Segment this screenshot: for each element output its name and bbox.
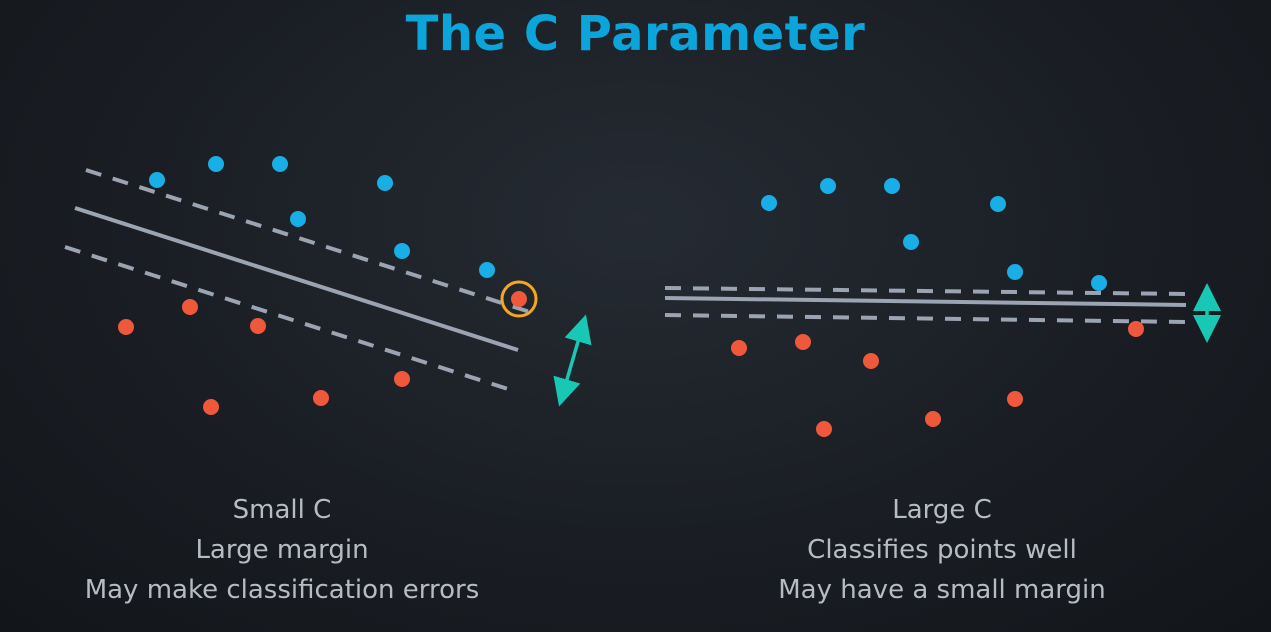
data-point [1007, 264, 1023, 280]
data-point [1007, 391, 1023, 407]
data-point [863, 353, 879, 369]
misclassified-point [511, 291, 527, 307]
data-point [149, 172, 165, 188]
data-point [290, 211, 306, 227]
decision-boundary [664, 296, 1187, 307]
large-c-caption: Large C Classifies points well May have … [682, 490, 1202, 610]
class-b-points [731, 321, 1144, 437]
data-point [816, 421, 832, 437]
large-c-panel [664, 178, 1221, 437]
class-b-points [118, 291, 527, 415]
class-a-points [149, 156, 495, 278]
small-c-panel [64, 156, 592, 415]
data-point [925, 411, 941, 427]
upper-margin-line [664, 286, 1187, 296]
data-point [884, 178, 900, 194]
data-point [990, 196, 1006, 212]
data-point [313, 390, 329, 406]
lower-margin-line [664, 313, 1187, 324]
data-point [394, 243, 410, 259]
data-point [761, 195, 777, 211]
circle-highlight-icon [500, 280, 538, 318]
data-point [1091, 275, 1107, 291]
caption-line: Large margin [195, 535, 369, 565]
lower-margin-line [64, 245, 509, 391]
data-point [377, 175, 393, 191]
data-point [795, 334, 811, 350]
caption-heading: Small C [232, 495, 332, 525]
decision-boundary [74, 206, 519, 352]
caption-heading: Large C [892, 495, 992, 525]
data-point [208, 156, 224, 172]
page-title: The C Parameter [405, 6, 866, 62]
data-point [1128, 321, 1144, 337]
class-a-points [761, 178, 1107, 291]
upper-margin-line [85, 168, 531, 314]
data-point [272, 156, 288, 172]
double-headed-arrow-icon [553, 314, 592, 407]
data-point [479, 262, 495, 278]
data-point [250, 318, 266, 334]
data-point [182, 299, 198, 315]
data-point [820, 178, 836, 194]
data-point [118, 319, 134, 335]
small-c-caption: Small C Large margin May make classifica… [22, 490, 542, 610]
caption-line: Classifies points well [807, 535, 1077, 565]
caption-line: May have a small margin [778, 575, 1106, 605]
data-point [394, 371, 410, 387]
caption-line: May make classification errors [84, 575, 480, 605]
data-point [903, 234, 919, 250]
data-point [203, 399, 219, 415]
data-point [731, 340, 747, 356]
